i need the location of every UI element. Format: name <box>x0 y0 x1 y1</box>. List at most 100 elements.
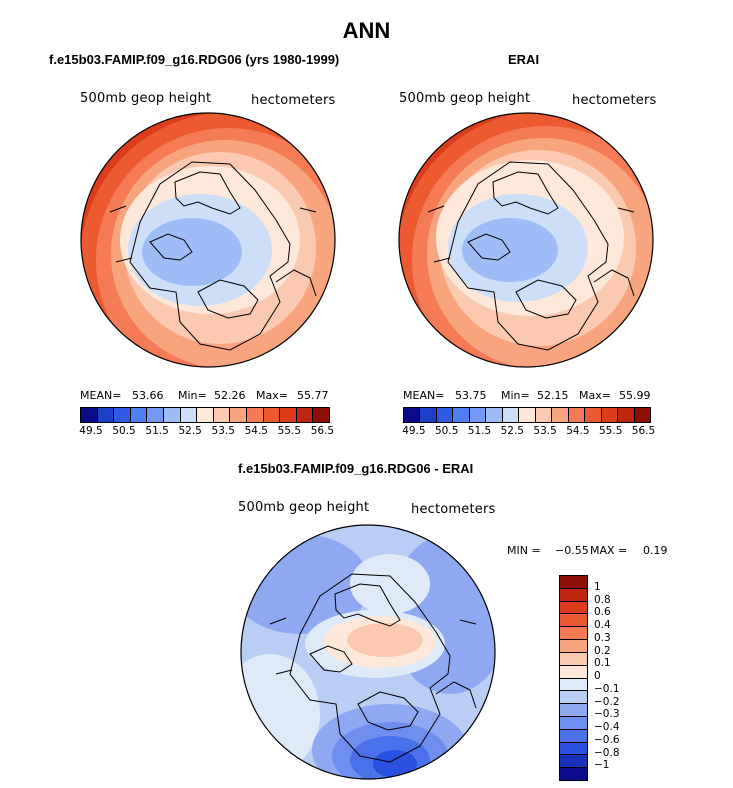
colorbar-swatch <box>420 408 437 422</box>
panel1-max-label: Max= <box>256 389 288 402</box>
colorbar-tick-label: 54.5 <box>244 425 268 437</box>
colorbar-swatch <box>560 640 587 653</box>
colorbar-swatch <box>560 704 587 717</box>
panel2-title: ERAI <box>508 52 540 67</box>
colorbar-swatch <box>197 408 214 422</box>
colorbar-tick-label: 52.5 <box>178 425 202 437</box>
colorbar-tick-label: 0.2 <box>594 644 611 657</box>
panel1-max-value: 55.77 <box>297 389 329 402</box>
colorbar-tick-label: 52.5 <box>500 425 524 437</box>
colorbar-swatch <box>560 614 587 628</box>
panel2-max-label: Max= <box>579 389 611 402</box>
colorbar-swatch <box>280 408 297 422</box>
colorbar-swatch <box>560 627 587 641</box>
panel3-min-value: −0.55 <box>555 544 589 557</box>
colorbar-swatch <box>560 588 587 602</box>
colorbar-tick-label: 0.6 <box>594 606 611 619</box>
colorbar-tick-label: 54.5 <box>566 425 590 437</box>
panel1-units-label: hectometers <box>251 93 336 108</box>
colorbar-swatch <box>313 408 329 422</box>
colorbar-tick-label: −0.1 <box>594 682 620 695</box>
panel3-colorbar <box>559 575 588 781</box>
panel1-min-label: Min= <box>178 389 207 402</box>
colorbar-swatch <box>519 408 536 422</box>
colorbar-tick-label: 56.5 <box>310 425 335 437</box>
colorbar-swatch <box>163 408 181 422</box>
panel1-title: f.e15b03.FAMIP.f09_g16.RDG06 (yrs 1980-1… <box>49 52 340 67</box>
colorbar-swatch <box>246 408 264 422</box>
colorbar-swatch <box>560 601 587 615</box>
colorbar-swatch <box>469 408 487 422</box>
colorbar-tick-label: 55.5 <box>599 425 623 437</box>
panel3-title: f.e15b03.FAMIP.f09_g16.RDG06 - ERAI <box>238 461 474 476</box>
colorbar-tick-label: 50.5 <box>112 425 136 437</box>
colorbar-tick-label: −1 <box>594 759 610 772</box>
colorbar-swatch <box>147 408 164 422</box>
colorbar-swatch <box>404 408 421 422</box>
colorbar-swatch <box>560 729 587 743</box>
panel3-units-label: hectometers <box>411 502 496 517</box>
colorbar-swatch <box>585 408 602 422</box>
colorbar-swatch <box>502 408 520 422</box>
panel1-min-value: 52.26 <box>214 389 246 402</box>
panel2-variable-label: 500mb geop height <box>399 91 531 106</box>
colorbar-tick-label: 53.5 <box>211 425 235 437</box>
colorbar-swatch <box>213 408 231 422</box>
panel2-mean-label: MEAN= <box>403 389 445 402</box>
panel1-colorbar <box>80 407 330 423</box>
colorbar-swatch <box>560 691 587 705</box>
colorbar-swatch <box>81 408 98 422</box>
colorbar-tick-label: 51.5 <box>145 425 169 437</box>
colorbar-tick-label: −0.3 <box>594 708 620 721</box>
colorbar-swatch <box>453 408 470 422</box>
colorbar-tick-label: 0.8 <box>594 593 611 606</box>
colorbar-swatch <box>230 408 247 422</box>
panel2-units-label: hectometers <box>572 93 657 108</box>
panel2-mean-value: 53.75 <box>455 389 487 402</box>
panel2-colorbar <box>403 407 651 423</box>
colorbar-tick-label: −0.8 <box>594 746 620 759</box>
colorbar-swatch <box>560 576 587 589</box>
colorbar-tick-label: 0.4 <box>594 619 611 631</box>
colorbar-swatch <box>114 408 131 422</box>
colorbar-tick-label: 56.5 <box>631 425 656 437</box>
figure-title: ANN <box>342 18 391 43</box>
colorbar-tick-label: 50.5 <box>435 425 459 437</box>
colorbar-tick-label: 55.5 <box>277 425 302 437</box>
colorbar-swatch <box>486 408 503 422</box>
panel3-max-value: 0.19 <box>643 544 668 557</box>
colorbar-swatch <box>560 768 587 780</box>
colorbar-swatch <box>560 665 587 679</box>
colorbar-swatch <box>568 408 586 422</box>
panel1-variable-label: 500mb geop height <box>80 91 212 106</box>
colorbar-swatch <box>560 716 587 730</box>
colorbar-swatch <box>97 408 115 422</box>
colorbar-tick-label: 0 <box>594 670 601 682</box>
colorbar-swatch <box>618 408 635 422</box>
colorbar-tick-label: 0.3 <box>594 631 611 644</box>
colorbar-tick-label: 49.5 <box>402 425 426 437</box>
colorbar-tick-label: 0.1 <box>594 657 611 670</box>
colorbar-swatch <box>552 408 569 422</box>
panel3-min-label: MIN = <box>507 544 541 557</box>
panel2-polar-map <box>398 112 654 368</box>
colorbar-swatch <box>180 408 198 422</box>
colorbar-tick-label: −0.6 <box>594 733 620 746</box>
colorbar-swatch <box>263 408 281 422</box>
panel2-min-value: 52.15 <box>537 389 569 402</box>
colorbar-swatch <box>634 408 651 422</box>
panel2-max-value: 55.99 <box>619 389 651 402</box>
panel3-variable-label: 500mb geop height <box>238 500 370 515</box>
colorbar-tick-label: 53.5 <box>533 425 557 437</box>
colorbar-swatch <box>560 678 587 692</box>
panel2-min-label: Min= <box>501 389 530 402</box>
panel1-mean-label: MEAN= <box>80 389 122 402</box>
colorbar-tick-label: −0.4 <box>594 721 620 733</box>
colorbar-tick-label: 1 <box>594 580 601 593</box>
colorbar-swatch <box>130 408 148 422</box>
panel3-polar-map <box>240 524 496 780</box>
colorbar-tick-label: 51.5 <box>467 425 492 437</box>
panel3-max-label: MAX = <box>590 544 628 557</box>
colorbar-swatch <box>535 408 553 422</box>
colorbar-swatch <box>560 755 587 769</box>
